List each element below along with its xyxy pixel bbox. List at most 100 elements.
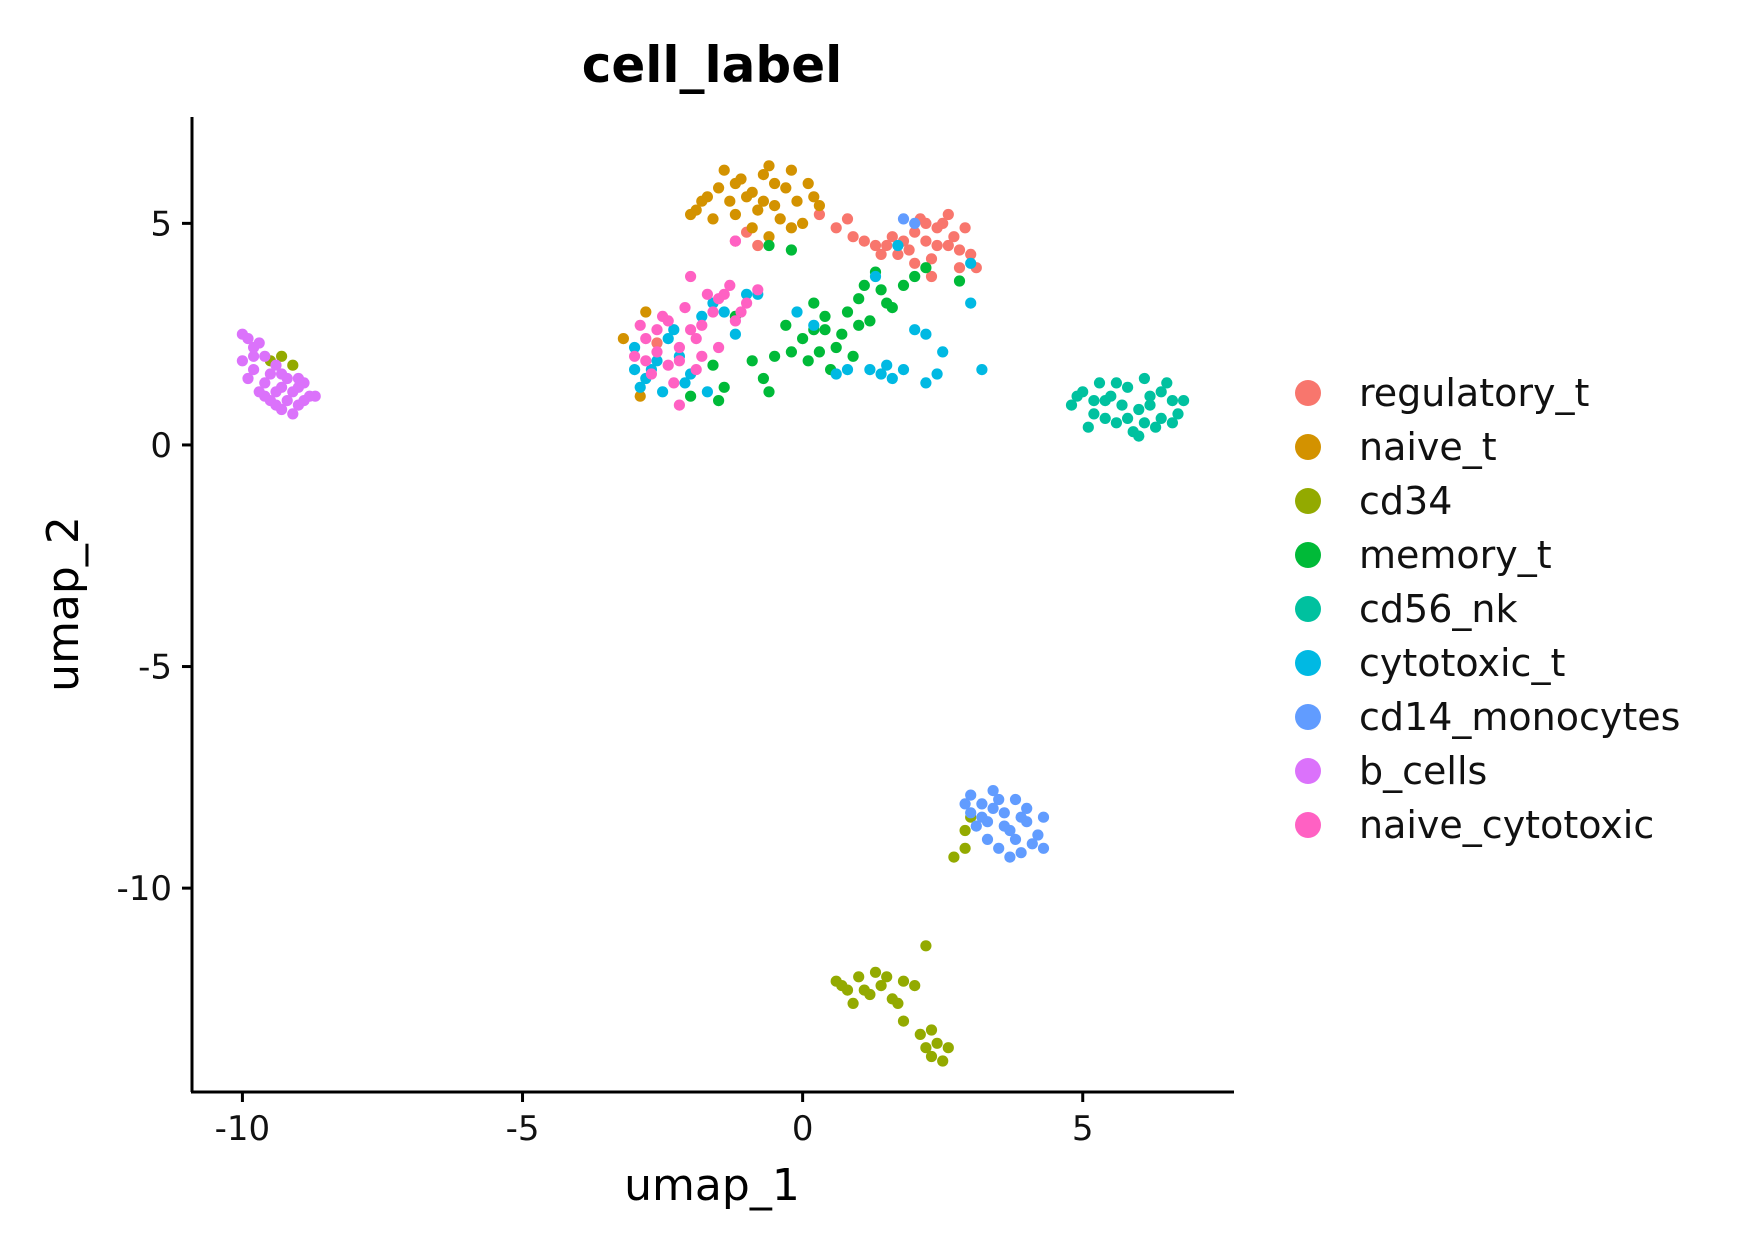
y-tick-label: -5 [138, 648, 172, 688]
data-point-regulatory_t [830, 222, 842, 234]
data-point-cd14_monocytes [1037, 842, 1050, 854]
data-point-memory_t [685, 390, 697, 402]
data-point-cytotoxic_t [881, 359, 893, 371]
data-point-cytotoxic_t [701, 386, 714, 398]
data-point-cd14_monocytes [993, 793, 1005, 806]
data-point-cd34 [847, 997, 859, 1010]
data-point-cytotoxic_t [629, 341, 641, 354]
data-point-memory_t [853, 319, 865, 331]
data-point-cytotoxic_t [729, 328, 742, 340]
data-point-cytotoxic_t [657, 386, 669, 398]
x-tick-label: 5 [1072, 1109, 1094, 1149]
data-point-cytotoxic_t [679, 377, 691, 389]
data-point-cd56_nk [1116, 399, 1128, 411]
data-point-memory_t [853, 293, 865, 305]
data-point-cd14_monocytes [998, 807, 1010, 819]
data-point-cd34 [836, 980, 848, 992]
data-point-cytotoxic_t [718, 306, 730, 318]
data-point-cd56_nk [1110, 417, 1122, 429]
data-point-regulatory_t [841, 213, 854, 225]
data-point-regulatory_t [886, 231, 898, 243]
x-axis-title: umap_1 [624, 1160, 800, 1211]
data-point-memory_t [864, 315, 876, 327]
data-point-naive_t [634, 390, 646, 402]
data-point-cd14_monocytes [1032, 829, 1044, 841]
data-point-regulatory_t [813, 208, 826, 221]
data-point-cytotoxic_t [875, 368, 887, 380]
data-point-b_cells [248, 350, 260, 362]
data-point-memory_t [819, 324, 831, 336]
data-point-cd56_nk [1122, 381, 1134, 393]
data-point-naive_t [729, 177, 742, 190]
data-point-cd56_nk [1065, 399, 1078, 411]
legend-key-cd56_nk [1295, 596, 1321, 622]
data-point-naive_cytotoxic [673, 355, 686, 367]
data-point-naive_t [785, 222, 798, 234]
data-point-cytotoxic_t [965, 257, 977, 269]
data-point-b_cells [242, 333, 254, 345]
legend-key-naive_cytotoxic [1295, 812, 1321, 838]
data-point-cd34 [925, 1024, 938, 1036]
data-point-naive_t [752, 204, 764, 216]
data-point-cd14_monocytes [976, 798, 988, 810]
data-point-naive_t [763, 160, 775, 172]
data-point-naive_cytotoxic [651, 346, 663, 358]
data-point-naive_cytotoxic [651, 324, 663, 336]
data-point-memory_t [836, 328, 848, 340]
data-point-naive_cytotoxic [701, 288, 714, 300]
data-point-cytotoxic_t [791, 306, 803, 318]
data-point-cd14_monocytes [965, 807, 977, 819]
data-point-naive_cytotoxic [729, 315, 742, 327]
data-point-cd56_nk [1138, 417, 1150, 429]
legend-label: cd34 [1359, 479, 1452, 523]
data-point-cd56_nk [1172, 408, 1184, 420]
data-point-memory_t [847, 350, 859, 362]
data-point-naive_cytotoxic [640, 355, 652, 367]
data-point-cd34 [925, 1050, 938, 1063]
data-point-cd14_monocytes [981, 833, 994, 846]
data-point-cd56_nk [1133, 403, 1145, 416]
data-point-cd56_nk [1122, 412, 1134, 424]
data-point-b_cells [242, 372, 254, 385]
y-tick-label: 5 [150, 204, 172, 244]
legend-label: cd56_nk [1359, 587, 1517, 631]
data-point-naive_t [802, 177, 814, 190]
data-point-regulatory_t [892, 248, 904, 260]
y-axis-title: umap_2 [38, 516, 89, 692]
data-point-regulatory_t [959, 222, 971, 234]
data-point-cd34 [942, 1042, 954, 1054]
data-point-naive_t [769, 177, 781, 190]
data-point-naive_t [617, 333, 630, 345]
data-point-naive_cytotoxic [690, 333, 702, 345]
data-point-naive_cytotoxic [713, 293, 725, 305]
data-point-memory_t [763, 386, 775, 398]
data-point-cd56_nk [1166, 395, 1178, 407]
data-point-cd56_nk [1178, 395, 1190, 407]
legend-key-cytotoxic_t [1295, 650, 1321, 676]
data-point-regulatory_t [925, 270, 938, 283]
data-point-memory_t [858, 279, 870, 291]
data-point-cytotoxic_t [892, 239, 904, 252]
data-point-cd14_monocytes [897, 213, 910, 225]
data-point-cd14_monocytes [909, 217, 921, 229]
data-point-naive_t [785, 164, 798, 176]
data-point-cd14_monocytes [1015, 847, 1027, 859]
data-point-memory_t [757, 372, 770, 385]
data-point-regulatory_t [931, 239, 943, 252]
data-point-cd56_nk [1099, 412, 1111, 424]
data-point-b_cells [292, 399, 304, 411]
data-point-naive_t [763, 231, 775, 243]
data-point-cd56_nk [1150, 421, 1162, 433]
legend-key-b_cells [1295, 758, 1321, 784]
data-point-naive_t [757, 195, 770, 207]
data-point-cytotoxic_t [830, 368, 842, 380]
data-point-cd34 [897, 975, 910, 987]
chart-title: cell_label [582, 36, 843, 94]
data-point-naive_cytotoxic [685, 324, 697, 336]
data-point-b_cells [236, 355, 248, 367]
y-tick-label: -10 [116, 869, 172, 909]
data-point-naive_cytotoxic [735, 306, 747, 318]
data-point-regulatory_t [651, 337, 663, 349]
data-point-cd34 [948, 851, 960, 863]
